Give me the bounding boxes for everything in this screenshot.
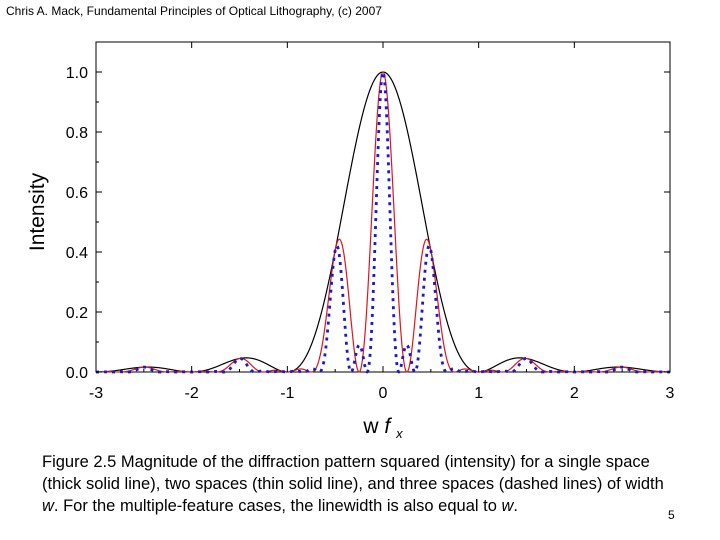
page-number: 5 <box>668 508 675 522</box>
y-tick-label: 1.0 <box>66 65 88 82</box>
y-tick-label: 0.2 <box>66 305 88 322</box>
y-axis-label: Intensity <box>26 172 49 251</box>
x-tick-label: -2 <box>185 385 199 402</box>
x-axis-label-sub: x <box>395 426 403 440</box>
caption-w-2: w <box>501 497 514 515</box>
y-tick-label: 0.4 <box>66 245 88 262</box>
x-tick-label: 3 <box>666 385 675 402</box>
x-tick-label: 1 <box>474 385 483 402</box>
header-copyright: Chris A. Mack, Fundamental Principles of… <box>6 4 382 18</box>
caption-text-1: Figure 2.5 Magnitude of the diffraction … <box>42 453 664 493</box>
x-tick-label: 0 <box>379 385 388 402</box>
caption-text-2: . For the multiple-feature cases, the li… <box>53 497 502 515</box>
x-tick-label: 2 <box>570 385 579 402</box>
series-line-1 <box>95 71 671 373</box>
y-tick-label: 0.0 <box>66 365 88 382</box>
y-tick-label: 0.6 <box>66 185 88 202</box>
caption-text-3: . <box>513 497 518 515</box>
x-axis-label: w f x <box>362 415 403 440</box>
caption-w-1: w <box>42 497 54 515</box>
x-tick-label: -3 <box>89 385 103 402</box>
figure-caption: Figure 2.5 Magnitude of the diffraction … <box>42 451 672 517</box>
intensity-chart: 0.0 0.2 0.4 0.6 0.8 1.0 -3 -2 -1 0 1 2 3 Intensity w… <box>26 41 675 440</box>
x-tick-label: -1 <box>280 385 294 402</box>
x-axis-label-f: f <box>384 415 392 438</box>
series-line-2 <box>95 71 671 373</box>
y-tick-label: 0.8 <box>66 125 88 142</box>
plot-frame <box>95 41 671 373</box>
series-line-3 <box>94 70 672 374</box>
x-axis-label-w: w <box>362 415 379 438</box>
